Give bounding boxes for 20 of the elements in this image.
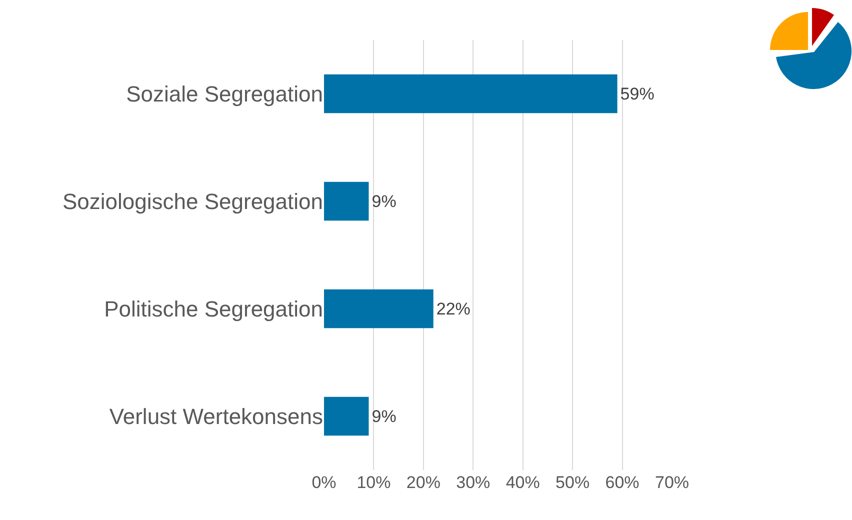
- y-tick-label: Verlust Wertekonsens: [109, 404, 323, 429]
- x-tick-label: 40%: [506, 473, 540, 492]
- x-tick-label: 20%: [406, 473, 440, 492]
- bar: [324, 182, 369, 221]
- bar: [324, 74, 618, 114]
- x-tick-label: 50%: [556, 473, 590, 492]
- y-tick-label: Politische Segregation: [104, 296, 323, 322]
- data-label: 22%: [436, 299, 470, 318]
- data-label: 59%: [620, 84, 654, 104]
- bar: [324, 396, 369, 436]
- x-tick-label: 60%: [605, 473, 640, 492]
- y-tick-label: Soziologische Segregation: [62, 188, 323, 214]
- x-tick-label: 10%: [356, 473, 391, 492]
- x-tick-label: 0%: [312, 473, 336, 492]
- bar: [324, 289, 434, 328]
- data-label: 9%: [372, 192, 396, 211]
- data-label: 9%: [372, 406, 396, 426]
- y-tick-label: Soziale Segregation: [126, 81, 323, 106]
- x-tick-label: 70%: [654, 473, 690, 492]
- x-tick-label: 30%: [456, 473, 490, 492]
